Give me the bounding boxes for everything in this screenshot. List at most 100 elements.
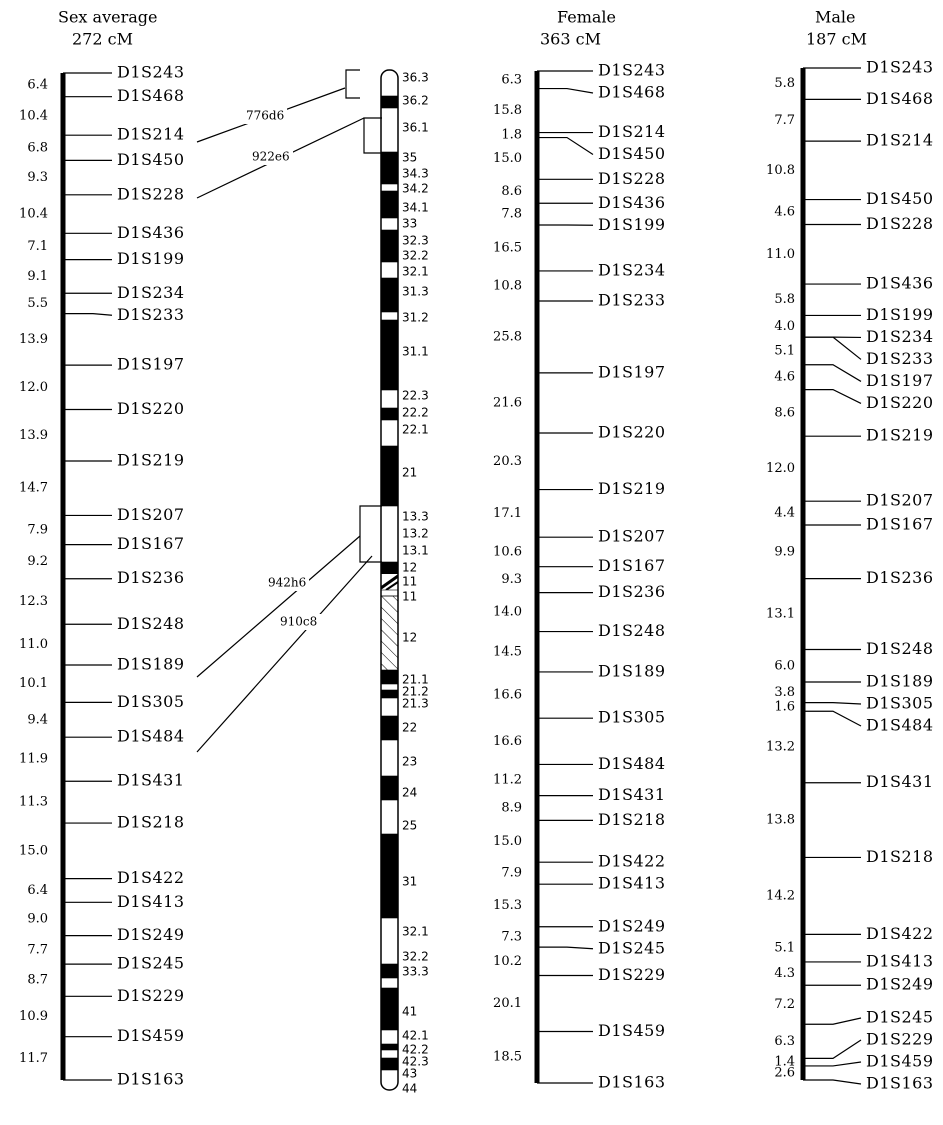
band [381, 1050, 398, 1058]
band [381, 184, 398, 191]
band-label: 32.3 [402, 234, 429, 248]
interval-distance: 8.7 [27, 973, 48, 988]
marker-label: D1S228 [598, 169, 666, 188]
band-label: 23 [402, 755, 417, 769]
marker-label: D1S413 [866, 951, 934, 970]
marker-label: D1S248 [598, 621, 666, 640]
band [381, 312, 398, 320]
map-length: 363 cM [540, 30, 601, 49]
marker-label: D1S214 [598, 122, 666, 141]
marker-label: D1S220 [117, 399, 185, 418]
marker-label: D1S207 [598, 527, 666, 546]
band-label: 13.2 [402, 527, 429, 541]
marker-label: D1S218 [598, 810, 666, 829]
marker-label: D1S413 [598, 874, 666, 893]
marker-label: D1S207 [866, 491, 934, 510]
band [381, 978, 398, 988]
interval-distance: 16.5 [493, 240, 522, 255]
marker-label: D1S197 [117, 355, 185, 374]
interval-distance: 3.8 [774, 685, 795, 700]
map-title: Sex average [58, 8, 157, 27]
interval-distance: 15.0 [19, 843, 48, 858]
interval-distance: 5.1 [774, 941, 795, 956]
marker-label: D1S234 [117, 283, 185, 302]
interval-distance: 10.4 [19, 207, 48, 222]
marker-label: D1S305 [866, 694, 934, 713]
marker-label: D1S197 [598, 362, 666, 381]
marker-label: D1S459 [866, 1052, 934, 1071]
interval-distance: 7.9 [27, 523, 48, 538]
band [381, 446, 398, 506]
marker-label: D1S233 [866, 349, 934, 368]
marker-tick [63, 314, 112, 316]
band-label: 21.3 [402, 697, 429, 711]
clone-bracket [364, 118, 382, 153]
interval-distance: 10.8 [766, 163, 795, 178]
band-label: 36.3 [402, 71, 429, 85]
interval-distance: 6.3 [501, 72, 522, 87]
band [381, 698, 398, 716]
marker-label: D1S163 [117, 1070, 185, 1089]
interval-distance: 13.2 [766, 739, 795, 754]
band-label: 32.2 [402, 249, 429, 263]
interval-distance: 20.3 [493, 454, 522, 469]
marker-tick [537, 89, 593, 93]
marker-label: D1S219 [117, 450, 185, 469]
marker-label: D1S459 [117, 1026, 185, 1045]
interval-distance: 8.9 [501, 801, 522, 816]
interval-distance: 13.8 [766, 813, 795, 828]
band-label: 21 [402, 466, 417, 480]
band-label: 25 [402, 819, 417, 833]
interval-distance: 9.0 [27, 911, 48, 926]
map-title: Male [815, 8, 856, 27]
band [381, 670, 398, 684]
marker-tick [803, 703, 861, 704]
interval-distance: 12.3 [19, 594, 48, 609]
marker-tick [803, 711, 861, 726]
map-length: 272 cM [72, 30, 133, 49]
band-label: 42.1 [402, 1029, 429, 1043]
band-label: 31.3 [402, 285, 429, 299]
interval-distance: 10.8 [493, 278, 522, 293]
band-label: 32.1 [402, 925, 429, 939]
band [381, 70, 398, 96]
marker-label: D1S236 [598, 582, 666, 601]
marker-label: D1S228 [866, 214, 934, 233]
map-length: 187 cM [806, 30, 867, 49]
band-label: 41 [402, 1005, 417, 1019]
interval-distance: 5.5 [27, 296, 48, 311]
map-title: Female [557, 8, 616, 27]
marker-label: D1S436 [598, 193, 666, 212]
marker-label: D1S305 [117, 692, 185, 711]
interval-distance: 9.9 [774, 544, 795, 559]
marker-tick [803, 390, 861, 404]
clone-connector [197, 536, 360, 677]
band-label: 31.2 [402, 311, 429, 325]
band-label: 36.2 [402, 94, 429, 108]
interval-distance: 6.4 [27, 77, 48, 92]
clone-bracket [360, 506, 382, 562]
marker-label: D1S243 [117, 63, 185, 82]
band [381, 390, 398, 408]
band [381, 108, 398, 152]
linkage-map: Sex average272 cMD1S243D1S468D1S214D1S45… [0, 0, 943, 1121]
interval-distance: 9.1 [27, 269, 48, 284]
band [381, 988, 398, 1030]
marker-label: D1S245 [866, 1008, 934, 1027]
band [381, 590, 398, 596]
band-label: 33.3 [402, 965, 429, 979]
clone-bracket [346, 70, 360, 98]
marker-label: D1S243 [598, 61, 666, 80]
marker-label: D1S234 [866, 327, 934, 346]
interval-distance: 14.0 [493, 605, 522, 620]
band [381, 562, 398, 574]
interval-distance: 14.5 [493, 644, 522, 659]
marker-label: D1S218 [117, 813, 185, 832]
interval-distance: 7.1 [27, 239, 48, 254]
interval-distance: 6.3 [774, 1034, 795, 1049]
band-label: 34.1 [402, 201, 429, 215]
marker-label: D1S236 [117, 568, 185, 587]
band [381, 408, 398, 420]
band [381, 716, 398, 740]
interval-distance: 11.3 [19, 795, 48, 810]
